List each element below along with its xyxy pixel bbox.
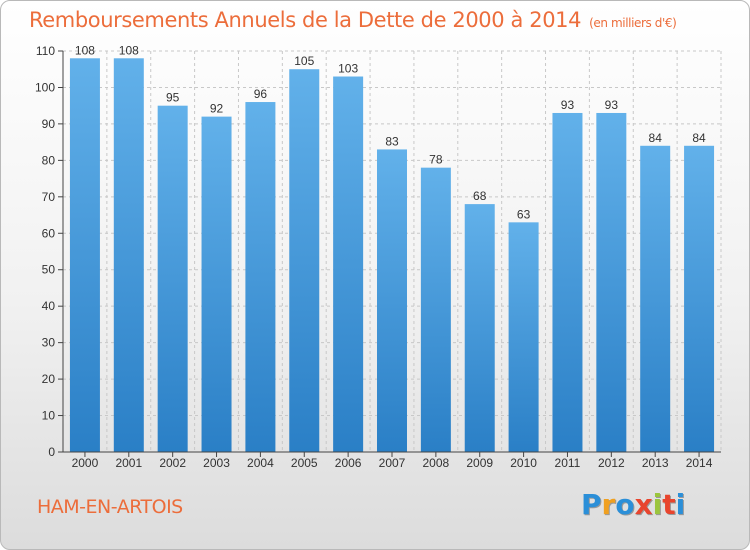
place-name: HAM-EN-ARTOIS [37, 496, 183, 518]
logo-letter: t [662, 488, 676, 521]
data-label: 95 [166, 91, 180, 105]
y-tick-label: 30 [42, 336, 56, 350]
chart-title-text: Remboursements Annuels de la Dette de 20… [29, 8, 582, 32]
logo-letter: o [615, 488, 635, 521]
data-label: 108 [119, 43, 139, 57]
x-tick-label: 2010 [510, 456, 537, 470]
data-label: 83 [385, 134, 399, 148]
bar [289, 69, 320, 453]
proxiti-logo[interactable]: Proxiti [581, 488, 685, 521]
bar [113, 58, 144, 453]
logo-letter: i [675, 488, 686, 521]
y-tick-label: 60 [42, 226, 56, 240]
bar [596, 112, 627, 453]
x-tick-label: 2011 [555, 456, 581, 470]
x-tick-label: 2004 [247, 456, 274, 470]
x-tick-label: 2009 [466, 456, 493, 470]
bar [377, 149, 407, 452]
y-tick-label: 50 [42, 263, 56, 277]
bar [245, 102, 276, 452]
data-label: 93 [605, 98, 619, 112]
bar [157, 105, 188, 452]
x-tick-label: 2000 [72, 456, 99, 470]
x-tick-label: 2006 [335, 456, 362, 470]
data-label: 96 [254, 87, 268, 101]
chart-title: Remboursements Annuels de la Dette de 20… [29, 8, 677, 32]
data-label: 105 [294, 54, 314, 68]
x-tick-label: 2014 [686, 456, 713, 470]
x-tick-label: 2003 [203, 456, 230, 470]
y-tick-label: 10 [42, 409, 56, 423]
logo-letter: i [652, 488, 663, 521]
bar [420, 167, 451, 452]
x-tick-label: 2002 [159, 456, 186, 470]
logo-letter: P [581, 488, 602, 521]
y-tick-label: 40 [42, 299, 56, 313]
bar [201, 116, 232, 453]
y-tick-label: 80 [42, 153, 56, 167]
x-tick-label: 2013 [642, 456, 669, 470]
data-label: 93 [561, 98, 575, 112]
bar [684, 145, 715, 453]
y-tick-label: 110 [36, 44, 55, 58]
x-tick-label: 2007 [379, 456, 406, 470]
data-label: 68 [473, 189, 487, 203]
logo-letter: x [634, 488, 653, 521]
data-label: 92 [210, 102, 224, 116]
bars: 108 108 95 92 96 105 103 83 78 68 63 93 93 84 84 [69, 43, 715, 453]
y-tick-label: 20 [42, 372, 56, 386]
logo-letter: r [601, 488, 616, 521]
x-tick-label: 2008 [423, 456, 450, 470]
data-label: 103 [338, 62, 358, 76]
y-tick-label: 70 [42, 190, 56, 204]
data-label: 78 [429, 153, 443, 167]
y-tick-label: 0 [48, 445, 55, 459]
y-tick-label: 100 [35, 80, 55, 94]
bar [464, 204, 495, 452]
bar [508, 222, 539, 452]
chart-unit: (en milliers d'€) [589, 16, 677, 30]
data-label: 63 [517, 207, 531, 221]
bar [552, 112, 583, 453]
x-tick-label: 2001 [115, 456, 142, 470]
bar [333, 76, 364, 452]
data-label: 84 [649, 131, 663, 145]
x-tick-label: 2005 [291, 456, 318, 470]
data-label: 84 [692, 131, 706, 145]
x-tick-label: 2012 [598, 456, 625, 470]
data-label: 108 [75, 43, 95, 57]
y-tick-label: 90 [42, 117, 56, 131]
bar [640, 145, 671, 453]
bar [69, 58, 100, 453]
axes: 0 10 20 30 40 50 60 70 80 90 100 110 2000 2001 2002 200… [35, 44, 721, 470]
